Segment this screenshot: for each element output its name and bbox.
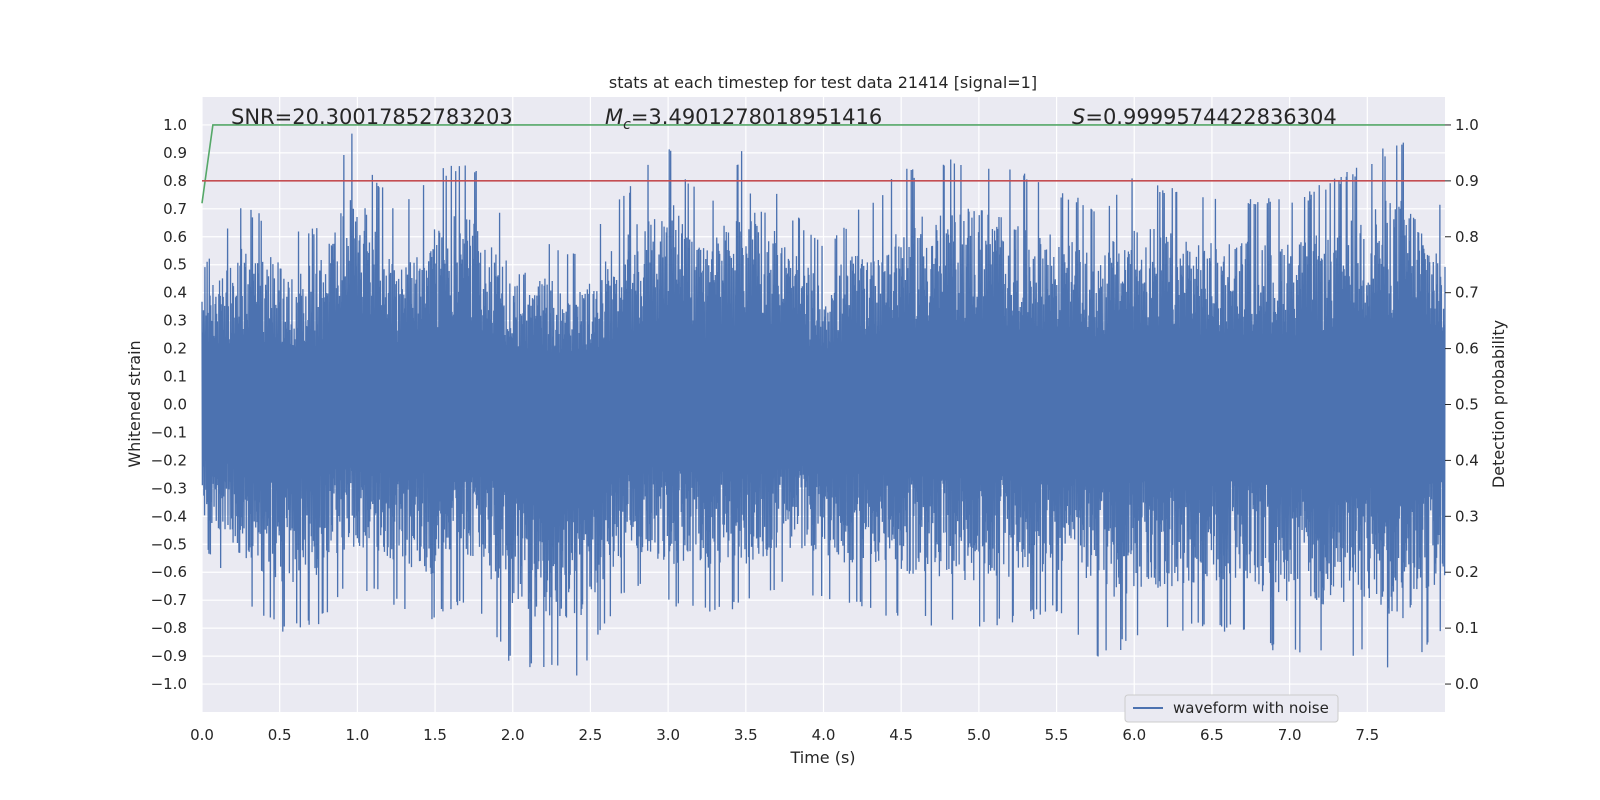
y-tick-label: −0.1: [151, 423, 187, 441]
x-tick-label: 4.0: [812, 726, 836, 744]
y-tick-label: −0.9: [151, 647, 187, 665]
y-tick-label: 0.8: [163, 172, 187, 190]
x-tick-label: 6.5: [1200, 726, 1224, 744]
y2-tick-label: 0.4: [1455, 451, 1479, 469]
x-tick-label: 1.0: [345, 726, 369, 744]
y-tick-label: −0.8: [151, 619, 187, 637]
waveform-series: [201, 133, 1446, 676]
y2-tick-label: 0.8: [1455, 228, 1479, 246]
legend-box: [1124, 694, 1339, 723]
y2-tick-label: 0.0: [1455, 675, 1479, 693]
chart-title: stats at each timestep for test data 214…: [609, 73, 1037, 92]
x-tick-label: 4.5: [889, 726, 913, 744]
y2-tick-label: 0.9: [1455, 172, 1479, 190]
y-tick-label: 0.5: [163, 256, 187, 274]
legend-entry: waveform with noise: [1173, 699, 1329, 717]
y2-tick-label: 0.5: [1455, 396, 1479, 414]
x-tick-label: 2.5: [579, 726, 603, 744]
y2-axis-title: Detection probability: [1489, 320, 1508, 488]
y-tick-label: 0.1: [163, 368, 187, 386]
y-tick-label: −0.7: [151, 591, 187, 609]
x-tick-label: 0.0: [190, 726, 214, 744]
y2-tick-label: 0.6: [1455, 340, 1479, 358]
chirp-mass-annotation: Mc=3.4901278018951416: [605, 105, 882, 133]
detection-probability-line: [201, 124, 1445, 204]
legend: waveform with noise: [1124, 694, 1339, 723]
y-axis-title: Whitened strain: [125, 340, 144, 467]
x-tick-label: 3.5: [734, 726, 758, 744]
y2-tick-label: 1.0: [1455, 116, 1479, 134]
y2-tick-labels: 1.0 0.9 0.8 0.7 0.6 0.5 0.4 0.3 0.2 0.1 0.0: [1445, 116, 1479, 693]
y-tick-label: −0.4: [151, 507, 187, 525]
y-tick-labels: 1.0 0.9 0.8 0.7 0.6 0.5 0.4 0.3 0.2 0.1 0.0 −0.1 −0.…: [151, 116, 187, 693]
y-tick-label: 0.3: [163, 312, 187, 330]
x-tick-label: 6.0: [1122, 726, 1146, 744]
y-tick-label: 0.2: [163, 340, 187, 358]
x-tick-labels: 0.0 0.5 1.0 1.5 2.0 2.5 3.0 3.5 4.0 4.5 5.0 5.5 6.0 6…: [190, 726, 1379, 744]
y-tick-label: 0.9: [163, 144, 187, 162]
y-tick-label: 0.4: [163, 284, 187, 302]
x-tick-label: 5.5: [1045, 726, 1069, 744]
y-tick-label: −0.6: [151, 563, 187, 581]
y-tick-label: 0.7: [163, 200, 187, 218]
y-tick-label: −0.3: [151, 479, 187, 497]
x-tick-label: 7.0: [1278, 726, 1302, 744]
snr-annotation: SNR=20.30017852783203: [231, 105, 513, 129]
probability-series: [201, 124, 1445, 204]
y-tick-label: 0.0: [163, 396, 187, 414]
detection-stat-annotation: S=0.9999574422836304: [1072, 105, 1337, 129]
x-tick-label: 5.0: [967, 726, 991, 744]
y-tick-label: 1.0: [163, 116, 187, 134]
y2-tick-label: 0.7: [1455, 284, 1479, 302]
x-tick-label: 3.0: [656, 726, 680, 744]
x-tick-label: 1.5: [423, 726, 447, 744]
y-tick-label: −0.5: [151, 535, 187, 553]
y-tick-label: 0.6: [163, 228, 187, 246]
x-axis-title: Time (s): [789, 748, 855, 767]
x-tick-label: 0.5: [268, 726, 292, 744]
x-tick-label: 2.0: [501, 726, 525, 744]
y2-tick-label: 0.1: [1455, 619, 1479, 637]
y-tick-label: −0.2: [151, 451, 187, 469]
y2-tick-label: 0.3: [1455, 507, 1479, 525]
x-tick-label: 7.5: [1355, 726, 1379, 744]
y-tick-label: −1.0: [151, 675, 187, 693]
waveform-line: [201, 133, 1446, 676]
y2-tick-label: 0.2: [1455, 563, 1479, 581]
